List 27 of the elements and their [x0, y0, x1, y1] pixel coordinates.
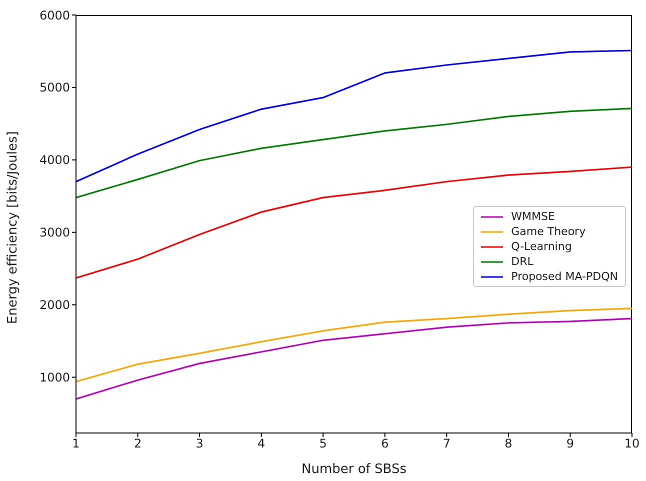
x-tick-label: 2 [134, 436, 142, 451]
x-tick-label: 4 [258, 436, 266, 451]
x-axis-title: Number of SBSs [302, 462, 407, 477]
line-series [76, 50, 632, 182]
x-tick-label: 7 [442, 436, 450, 451]
x-tick-label: 6 [381, 436, 389, 451]
legend-label: Q-Learning [511, 239, 572, 254]
x-tick-label: 9 [566, 436, 574, 451]
y-tick-label: 2000 [39, 298, 70, 312]
y-axis-title: Energy efficiency [bits/Joules] [6, 131, 21, 324]
y-tick-label: 5000 [39, 80, 70, 95]
x-tick-label: 1 [72, 436, 80, 451]
legend-label: Game Theory [511, 224, 586, 239]
legend-label: Proposed MA-PDQN [511, 269, 618, 284]
legend-label: DRL [511, 254, 534, 269]
x-tick-label: 5 [319, 436, 327, 451]
y-tick-label: 3000 [39, 226, 70, 240]
y-tick-label: 4000 [39, 153, 70, 168]
line-series [76, 318, 632, 400]
x-tick-label: 3 [196, 436, 204, 451]
line-series [76, 108, 632, 198]
x-tick-label: 10 [624, 436, 640, 451]
y-tick-label: 6000 [39, 8, 70, 22]
y-tick-label: 1000 [39, 370, 70, 384]
line-series [76, 308, 632, 382]
x-tick-label: 8 [504, 436, 512, 451]
legend-label: WMMSE [511, 209, 555, 224]
